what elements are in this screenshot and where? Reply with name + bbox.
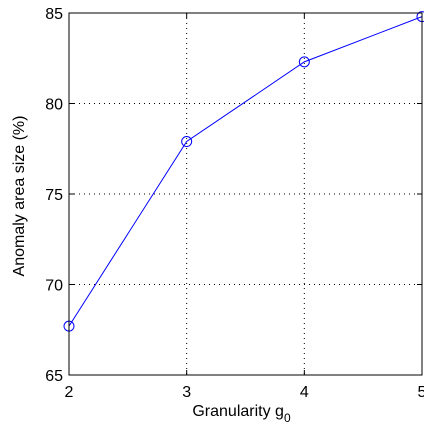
y-tick-label: 80 xyxy=(45,97,63,114)
y-tick-label: 85 xyxy=(45,6,63,23)
x-tick-label: 4 xyxy=(300,384,309,401)
y-axis-label: Anomaly area size (%) xyxy=(11,116,28,277)
series-group xyxy=(63,11,424,332)
x-tick-label: 5 xyxy=(418,384,424,401)
y-tick-label: 75 xyxy=(45,187,63,204)
x-axis-label: Granularity g0 xyxy=(192,403,291,425)
x-tick-label: 2 xyxy=(65,384,74,401)
tick-labels: 2 3 4 5 65 70 75 80 85 xyxy=(45,6,424,401)
data-point-marker xyxy=(181,136,193,148)
grid-lines xyxy=(69,13,422,375)
y-tick-label: 70 xyxy=(45,278,63,295)
x-tick-label: 3 xyxy=(182,384,191,401)
series-line xyxy=(68,16,423,327)
data-point-marker xyxy=(298,56,310,68)
y-tick-label: 65 xyxy=(45,368,63,385)
plot-frame xyxy=(68,12,423,376)
